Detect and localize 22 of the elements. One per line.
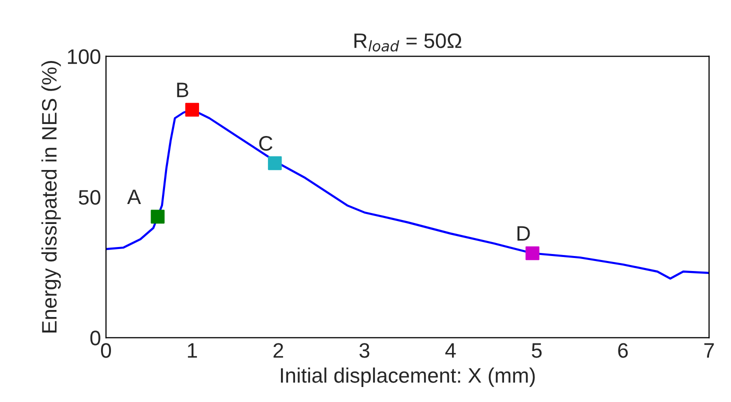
x-tick-label: 4 [445,343,456,358]
x-tick-label: 6 [618,343,628,358]
x-tick-label: 7 [704,343,714,358]
y-tick-label: 50 [78,190,100,205]
y-tick-label: 0 [90,330,100,346]
point [150,210,165,224]
x-tick-label: 0 [101,343,111,358]
annotation: C [259,136,272,151]
x-axis-title: Initial displacement: X (mm) [280,368,535,387]
x-tick-label: 5 [532,343,542,358]
x-tick-label: 2 [274,343,284,358]
x-tick-label: 3 [359,343,370,358]
annotation: B [177,82,188,98]
y-axis-title: Energy dissipated in NES (%) [41,61,61,332]
annotation: D [517,226,530,241]
point [185,102,200,117]
chart-title: R$_{load}$ = 50Ω [354,33,462,52]
point [526,246,540,260]
point [268,156,282,170]
x-tick-label: 1 [188,343,197,358]
y-tick-label: 100 [68,49,100,64]
annotation: A [127,190,141,204]
